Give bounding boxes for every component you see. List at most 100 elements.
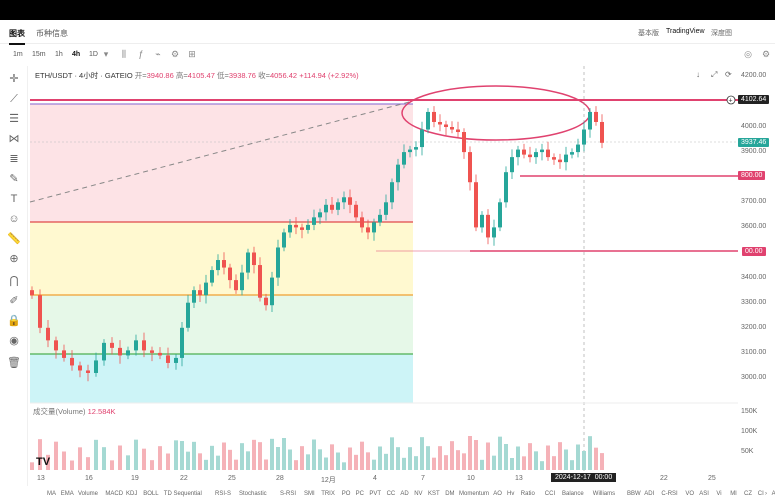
timeframe-1h[interactable]: 1h — [55, 51, 63, 58]
indicator-mi[interactable]: MI — [730, 491, 737, 497]
fib-zone-yellow — [30, 222, 413, 295]
indicator-bbw[interactable]: BBW — [627, 491, 641, 497]
indicator-ma[interactable]: MA — [47, 491, 56, 497]
indicator-cz[interactable]: CZ — [744, 491, 752, 497]
layout-icon[interactable]: ⊞ — [188, 49, 196, 59]
indicator-vi[interactable]: Vi — [716, 491, 722, 497]
indicator-macd[interactable]: MACD — [105, 491, 124, 497]
candle-body — [204, 282, 208, 296]
gear-icon[interactable]: ⚙ — [761, 49, 771, 59]
indicator-cc[interactable]: CC — [386, 491, 396, 497]
indicator-ratio[interactable]: Ratio — [520, 491, 535, 497]
timeframe-4h[interactable]: 4h — [72, 51, 81, 58]
volume-bar — [570, 460, 574, 470]
indicator-ad[interactable]: AD — [400, 491, 409, 497]
tab-basic[interactable]: 基本版 — [638, 30, 659, 37]
volume-legend: 成交量(Volume) 12.584K — [33, 406, 116, 417]
indicator-momentum[interactable]: Momentum — [459, 491, 490, 497]
volume-bar — [270, 438, 274, 470]
volume-bar — [372, 459, 376, 470]
chevron-right-icon[interactable]: › — [765, 491, 767, 497]
zoom-in-icon[interactable]: ⊕ — [9, 253, 19, 265]
close-key: 收= — [258, 71, 270, 80]
volume-bar — [174, 440, 178, 470]
indicator-cci[interactable]: CCI — [544, 491, 556, 497]
indicator-ci[interactable]: CI — [757, 491, 764, 497]
volume-bar — [216, 455, 220, 470]
crosshair-icon[interactable]: ✛ — [9, 73, 19, 85]
indicator-kdj[interactable]: KDJ — [126, 491, 138, 497]
expand-icon[interactable]: ⤢ — [711, 70, 718, 79]
indicator-dm[interactable]: DM — [445, 491, 455, 497]
indicator-trix[interactable]: TRIX — [321, 491, 335, 497]
indicator-adi[interactable]: ADI — [644, 491, 655, 497]
indicator-vo[interactable]: VO — [685, 491, 695, 497]
indicator-td-sequential[interactable]: TD Sequential — [163, 491, 202, 497]
indicator-ao[interactable]: AO — [493, 491, 502, 497]
indicator-smi[interactable]: SMI — [304, 491, 315, 497]
timeframe-1m[interactable]: 1m — [13, 51, 23, 58]
timeframe-1d[interactable]: 1D — [89, 51, 98, 58]
pitchfork-icon[interactable]: ⋈ — [8, 133, 20, 145]
horizontal-lines-icon[interactable]: ☰ — [9, 113, 19, 125]
add-alert-icon[interactable] — [726, 95, 736, 105]
highlight-ellipse[interactable] — [401, 85, 591, 141]
fib-retracement-icon[interactable]: ≣ — [9, 153, 19, 165]
indicator-c-rsi[interactable]: C-RSI — [661, 491, 678, 497]
indicator-a1[interactable]: A1 — [771, 491, 775, 497]
magnet-icon[interactable]: ⋂ — [9, 275, 19, 287]
emoji-icon[interactable]: ☺ — [8, 213, 20, 225]
indicator-boll[interactable]: BOLL — [143, 491, 159, 497]
indicator-rsi-s[interactable]: RSI-S — [215, 491, 232, 497]
timeframe-15m[interactable]: 15m — [32, 51, 46, 58]
tab-depth[interactable]: 深度图 — [711, 30, 732, 37]
indicator-nv[interactable]: NV — [414, 491, 423, 497]
indicator-williams[interactable]: Williams — [592, 491, 616, 497]
tab-tradingview[interactable]: TradingView — [666, 28, 705, 35]
trash-icon[interactable]: 🗑 — [7, 357, 21, 369]
indicator-ema[interactable]: EMA — [60, 491, 74, 497]
indicator-kst[interactable]: KST — [428, 491, 440, 497]
volume-bar — [468, 436, 472, 470]
indicator-volume[interactable]: Volume — [78, 491, 99, 497]
dashed-trendline[interactable] — [29, 100, 414, 203]
indicator-hv[interactable]: Hv — [507, 491, 515, 497]
tab-coin-info[interactable]: 币种信息 — [36, 29, 68, 38]
open-value: 3940.86 — [146, 71, 174, 80]
eye-icon[interactable]: ◉ — [9, 335, 19, 347]
indicator-asi[interactable]: ASI — [699, 491, 709, 497]
volume-bar — [118, 445, 122, 470]
indicator-po[interactable]: PO — [341, 491, 351, 497]
brush-icon[interactable]: ✎ — [9, 173, 19, 185]
text-icon[interactable]: T — [10, 193, 18, 205]
ruler-icon[interactable]: 📏 — [7, 233, 21, 245]
candle-body — [492, 227, 496, 238]
indicator-pc[interactable]: PC — [355, 491, 364, 497]
volume-bar — [396, 447, 400, 470]
lock-icon[interactable]: 🔒 — [7, 315, 21, 327]
indicator-balance[interactable]: Balance — [562, 491, 584, 497]
candle-body — [528, 154, 532, 158]
candle-body — [166, 355, 170, 363]
candle-body — [348, 197, 352, 205]
volume-bar — [70, 460, 74, 470]
candle-type-icon[interactable]: ⫼ — [121, 49, 127, 59]
date-tick: 25 — [708, 475, 716, 482]
chevron-down-icon[interactable]: ↓ — [696, 70, 700, 79]
trendline-icon[interactable]: ⟋ — [10, 93, 18, 105]
indicator-pvt[interactable]: PVT — [369, 491, 382, 497]
settings-icon[interactable]: ⚙ — [170, 49, 180, 59]
indicator-icon[interactable]: ƒ — [138, 49, 144, 59]
pencil-lock-icon[interactable]: ✐ — [9, 295, 19, 307]
volume-bar — [204, 459, 208, 470]
camera-icon[interactable]: ◎ — [744, 49, 752, 59]
compare-icon[interactable]: ⌁ — [155, 49, 161, 59]
indicator-stochastic[interactable]: Stochastic — [239, 491, 267, 497]
price-tick: 3400.00 — [741, 274, 767, 281]
restore-icon[interactable]: ⟳ — [725, 70, 732, 79]
volume-tick: 100K — [741, 428, 758, 435]
indicator-s-rsi[interactable]: S-RSI — [280, 491, 297, 497]
chevron-down-icon[interactable]: ▾ — [103, 49, 109, 59]
tab-chart[interactable]: 图表 — [9, 29, 25, 45]
